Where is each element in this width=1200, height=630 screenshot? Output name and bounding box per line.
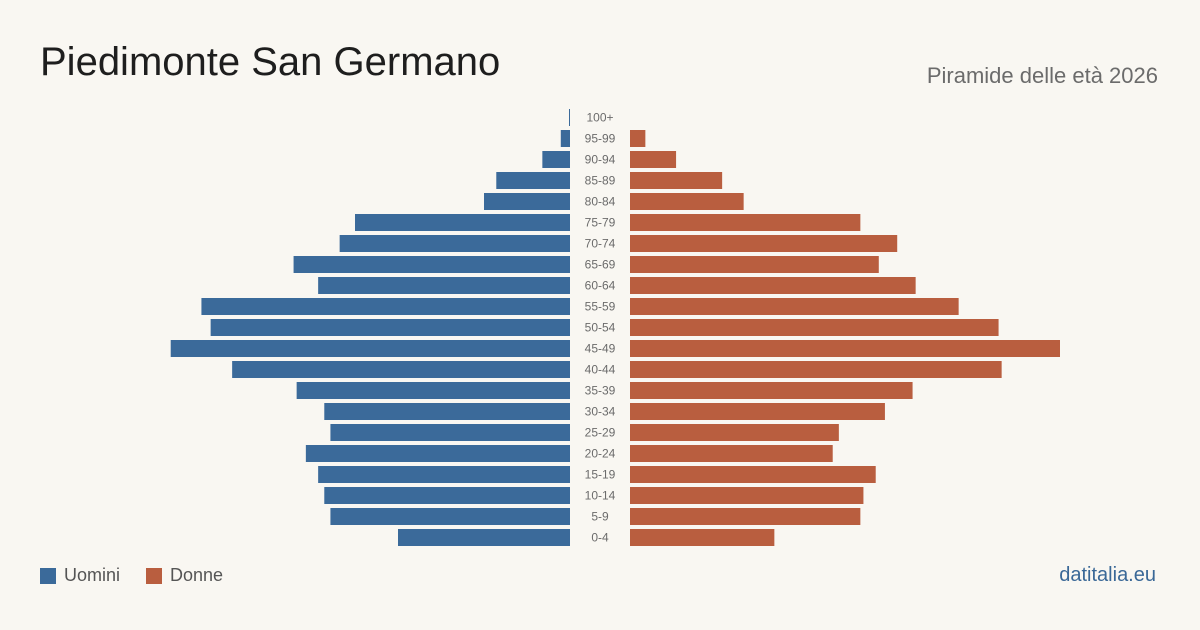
- women-bars: [630, 130, 1060, 546]
- age-label-45-49: 45-49: [585, 342, 616, 356]
- age-label-80-84: 80-84: [585, 195, 616, 209]
- bar-women-90-94: [630, 151, 677, 168]
- bar-women-55-59: [630, 298, 959, 315]
- bar-women-80-84: [630, 193, 744, 210]
- age-label-10-14: 10-14: [585, 489, 616, 503]
- legend-item-men: Uomini: [40, 565, 120, 586]
- bar-men-50-54: [210, 319, 570, 336]
- age-label-70-74: 70-74: [585, 237, 616, 251]
- age-label-60-64: 60-64: [585, 279, 616, 293]
- age-label-35-39: 35-39: [585, 384, 616, 398]
- bar-men-5-9: [330, 508, 570, 525]
- bar-men-40-44: [232, 361, 570, 378]
- bar-women-15-19: [630, 466, 876, 483]
- bar-women-75-79: [630, 214, 861, 231]
- age-label-40-44: 40-44: [585, 363, 616, 377]
- bar-men-20-24: [305, 445, 570, 462]
- bar-women-0-4: [630, 529, 775, 546]
- bar-men-70-74: [339, 235, 570, 252]
- bar-women-45-49: [630, 340, 1060, 357]
- age-label-55-59: 55-59: [585, 300, 616, 314]
- legend-swatch-women: [146, 567, 163, 584]
- source-link[interactable]: datitalia.eu: [1059, 564, 1156, 586]
- age-label-30-34: 30-34: [585, 405, 616, 419]
- bar-women-40-44: [630, 361, 1002, 378]
- bar-men-65-69: [293, 256, 570, 273]
- bar-men-25-29: [330, 424, 570, 441]
- bar-men-95-99: [560, 130, 570, 147]
- bar-men-55-59: [201, 298, 570, 315]
- bar-men-75-79: [355, 214, 570, 231]
- bar-men-0-4: [398, 529, 570, 546]
- bar-women-30-34: [630, 403, 885, 420]
- bar-women-25-29: [630, 424, 839, 441]
- bar-women-95-99: [630, 130, 646, 147]
- bar-men-35-39: [296, 382, 570, 399]
- legend-swatch-men: [40, 567, 56, 584]
- bar-men-45-49: [170, 340, 570, 357]
- age-label-65-69: 65-69: [585, 258, 616, 272]
- bar-men-85-89: [496, 172, 570, 189]
- age-label-15-19: 15-19: [585, 468, 616, 482]
- bar-women-60-64: [630, 277, 916, 294]
- age-label-5-9: 5-9: [591, 510, 609, 524]
- bar-men-60-64: [318, 277, 570, 294]
- bar-women-65-69: [630, 256, 879, 273]
- bar-men-15-19: [318, 466, 570, 483]
- bar-men-10-14: [324, 487, 570, 504]
- age-label-95-99: 95-99: [585, 132, 616, 146]
- chart-title: Piedimonte San Germano: [40, 40, 501, 84]
- bar-men-30-34: [324, 403, 570, 420]
- bar-women-5-9: [630, 508, 861, 525]
- age-label-0-4: 0-4: [591, 531, 609, 545]
- bar-women-70-74: [630, 235, 898, 252]
- bar-women-20-24: [630, 445, 833, 462]
- chart-subtitle: Piramide delle età 2026: [926, 63, 1158, 88]
- age-labels: 100+ 95-99 90-94 85-89 80-84 75-79 70-74 65-69 6…: [585, 111, 616, 545]
- age-label-75-79: 75-79: [585, 216, 616, 230]
- age-label-85-89: 85-89: [585, 174, 616, 188]
- age-label-25-29: 25-29: [585, 426, 616, 440]
- legend-item-women: Donne: [146, 565, 223, 586]
- bar-women-50-54: [630, 319, 999, 336]
- bar-men-80-84: [484, 193, 570, 210]
- age-label-20-24: 20-24: [585, 447, 616, 461]
- age-label-90-94: 90-94: [585, 153, 616, 167]
- legend-label-women: Donne: [170, 565, 224, 585]
- age-label-100+: 100+: [586, 111, 613, 125]
- age-label-50-54: 50-54: [585, 321, 616, 335]
- bar-women-85-89: [630, 172, 723, 189]
- legend-label-men: Uomini: [64, 565, 121, 585]
- bar-men-100+: [569, 109, 570, 126]
- bar-women-35-39: [630, 382, 913, 399]
- men-bars: [170, 109, 570, 546]
- bar-women-10-14: [630, 487, 864, 504]
- legend: Uomini Donne: [40, 565, 249, 586]
- bar-men-90-94: [542, 151, 570, 168]
